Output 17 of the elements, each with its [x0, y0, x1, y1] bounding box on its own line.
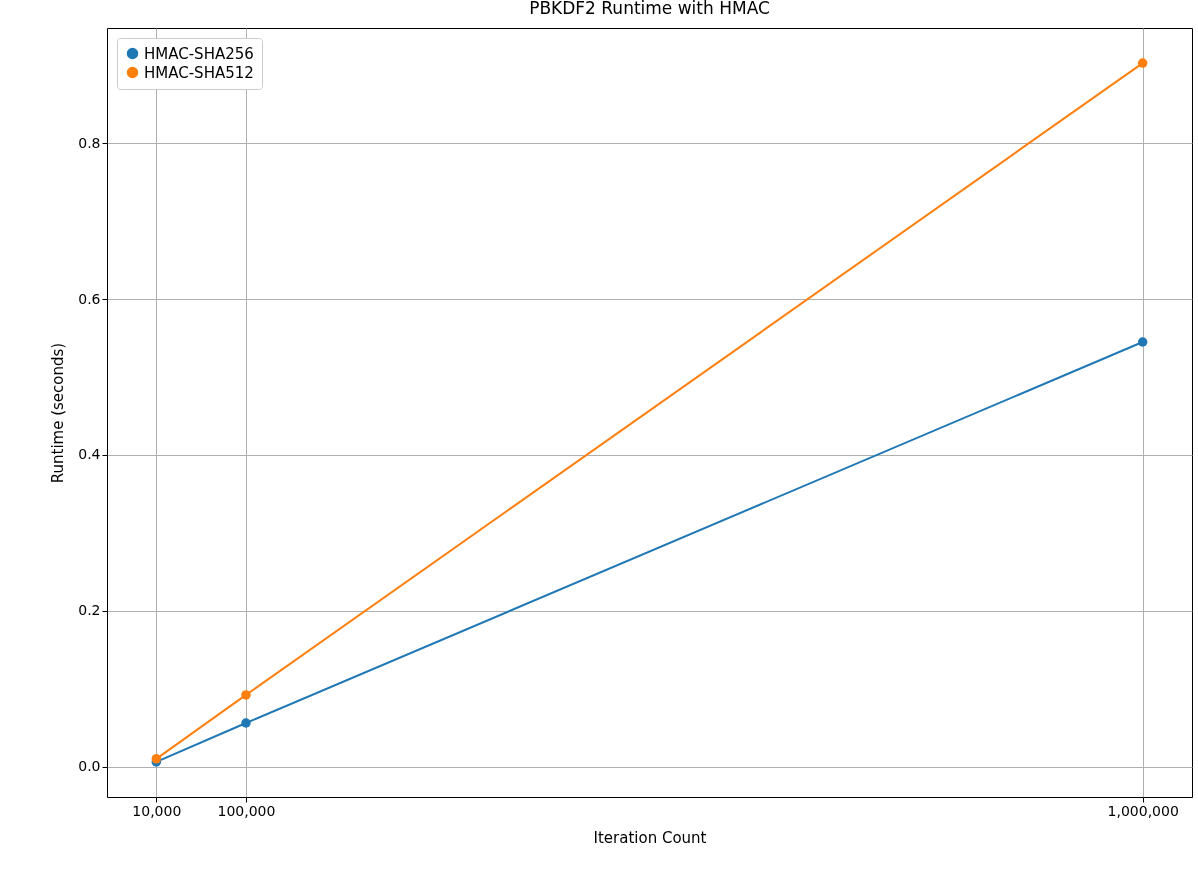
legend-label: HMAC-SHA512: [144, 63, 254, 82]
y-tick-label: 0.8: [78, 134, 101, 151]
point: [241, 690, 251, 700]
x-axis-title: Iteration Count: [593, 828, 707, 847]
legend-label: HMAC-SHA256: [144, 44, 254, 63]
point: [241, 718, 251, 728]
y-tick-label: 0.0: [78, 758, 101, 775]
chart-title: PBKDF2 Runtime with HMAC: [529, 0, 770, 18]
y-tick-label: 0.6: [78, 290, 101, 307]
y-axis-title: Runtime (seconds): [49, 342, 68, 484]
x-tick-label: 10,000: [132, 802, 182, 819]
point: [1137, 337, 1148, 347]
x-tick-label: 1,000,000: [1107, 802, 1179, 819]
y-tick-label: 0.4: [78, 446, 101, 463]
y-tick-label: 0.2: [78, 602, 101, 619]
x-tick-label: 100,000: [217, 802, 276, 819]
point: [1137, 58, 1148, 68]
